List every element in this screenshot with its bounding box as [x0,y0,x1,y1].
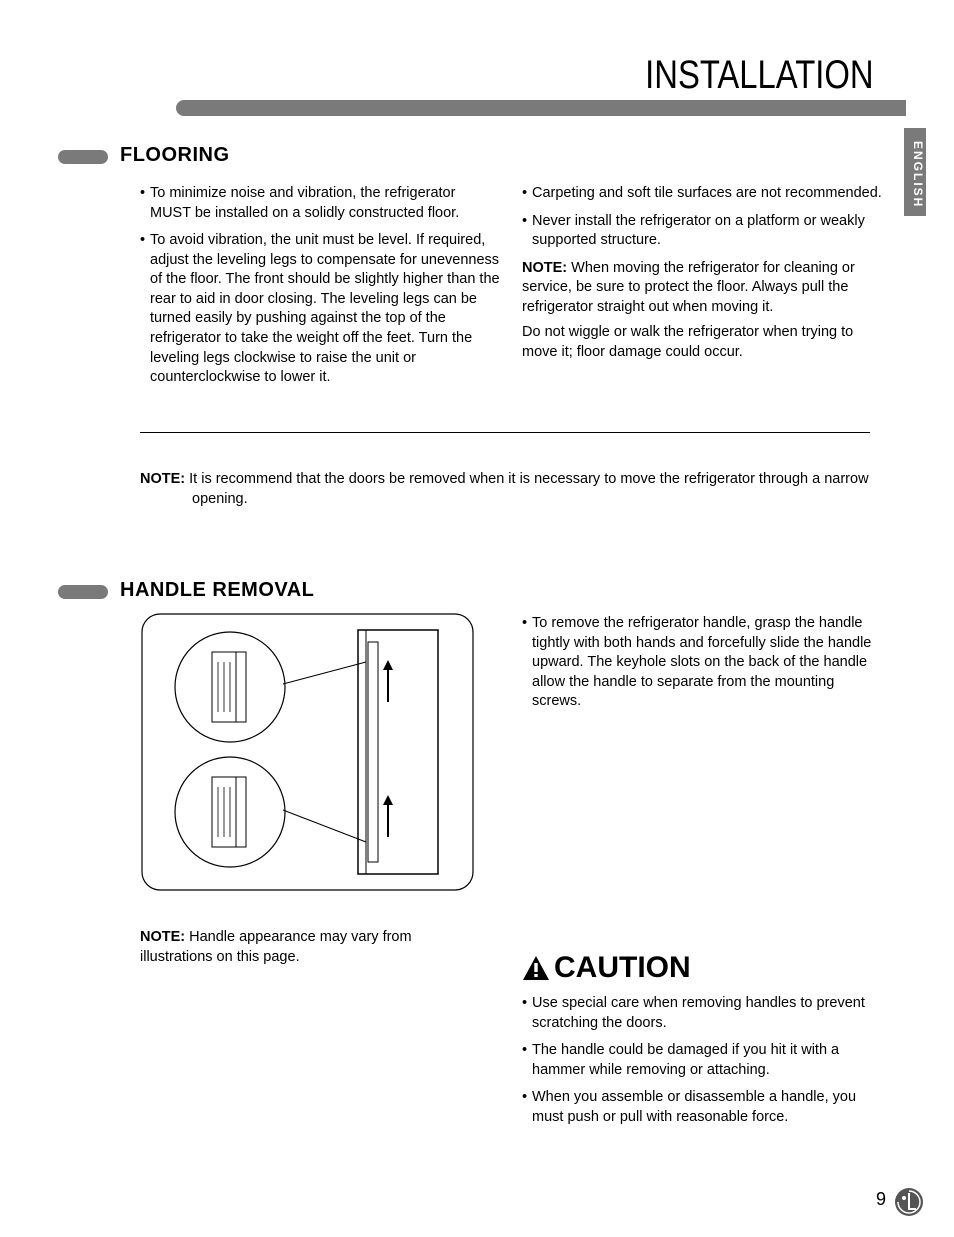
flooring-note-2: Do not wiggle or walk the refrigerator w… [522,323,882,362]
page-title: INSTALLATION [646,48,874,102]
handle-removal-illustration [140,612,475,892]
caution-bullet: Use special care when removing handles t… [522,994,882,1033]
flooring-right-column: Carpeting and soft tile surfaces are not… [522,184,882,363]
note-text: When moving the refrigerator for cleanin… [522,260,855,315]
header-bar [176,100,906,116]
warning-icon [522,955,550,981]
note-label: NOTE: [522,260,567,276]
language-tab: ENGLISH [904,128,926,216]
flooring-bullet: Carpeting and soft tile surfaces are not… [522,184,882,204]
note-label: NOTE: [140,471,185,487]
page-number: 9 [876,1187,886,1211]
caution-list: Use special care when removing handles t… [522,994,882,1135]
handle-right-column: To remove the refrigerator handle, grasp… [522,614,882,720]
mid-note: NOTE: It is recommend that the doors be … [140,470,870,509]
note-label: NOTE: [140,929,185,945]
flooring-bullet: To avoid vibration, the unit must be lev… [140,231,500,388]
note-text-body: It is recommend that the doors be remove… [185,471,868,507]
section-title-flooring: FLOORING [120,142,230,169]
section-pill-flooring [58,150,108,164]
divider [140,432,870,433]
lg-logo-icon [894,1187,924,1217]
caution-bullet: When you assemble or disassemble a handl… [522,1088,882,1127]
flooring-bullet: Never install the refrigerator on a plat… [522,212,882,251]
caution-heading: CAUTION [522,948,691,989]
flooring-bullet: To minimize noise and vibration, the ref… [140,184,500,223]
caution-bullet: The handle could be damaged if you hit i… [522,1041,882,1080]
caution-title-text: CAUTION [554,948,691,989]
flooring-left-column: To minimize noise and vibration, the ref… [140,184,500,396]
flooring-note: NOTE: When moving the refrigerator for c… [522,259,882,318]
illustration-note: NOTE: Handle appearance may vary from il… [140,928,480,967]
section-pill-handle [58,585,108,599]
handle-bullet: To remove the refrigerator handle, grasp… [522,614,882,712]
section-title-handle: HANDLE REMOVAL [120,577,314,604]
